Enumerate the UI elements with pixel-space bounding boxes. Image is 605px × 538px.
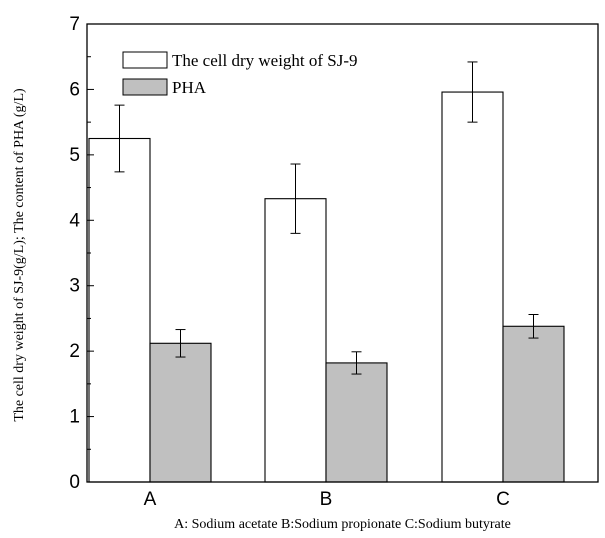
legend-label-pha: PHA — [172, 78, 207, 97]
y-axis-label: The cell dry weight of SJ-9(g/L); The co… — [12, 88, 27, 422]
legend-label-cell-dry-weight: The cell dry weight of SJ-9 — [172, 51, 358, 70]
legend-swatch-pha — [122, 78, 168, 96]
x-tick-label-B: B — [320, 489, 333, 510]
legend-swatch-cell-dry-weight — [122, 51, 168, 69]
bar-cell-dry-weight-C — [441, 91, 504, 483]
y-tick-label: 7 — [69, 14, 80, 35]
bar-cell-dry-weight-B — [264, 198, 327, 483]
y-tick-label: 1 — [69, 407, 80, 428]
bar-cell-dry-weight-A — [88, 137, 151, 483]
error-bar-cell-dry-weight-B — [290, 163, 301, 234]
y-tick-label: 6 — [69, 79, 80, 100]
error-bar-pha-A — [175, 329, 186, 358]
y-tick-label: 3 — [69, 276, 80, 297]
x-tick-label-A: A — [144, 489, 157, 510]
plot-frame — [86, 23, 599, 483]
error-bar-pha-B — [351, 351, 362, 375]
x-tick-label-C: C — [496, 489, 510, 510]
y-tick-label: 0 — [69, 472, 80, 493]
legend: The cell dry weight of SJ-9 PHA — [122, 51, 358, 97]
x-axis-label: A: Sodium acetate B:Sodium propionate C:… — [174, 517, 511, 532]
error-bar-pha-C — [528, 314, 539, 339]
plot-layer — [88, 61, 565, 483]
error-bar-cell-dry-weight-A — [114, 104, 125, 173]
x-axis-ticks: A B C — [144, 475, 510, 510]
y-tick-label: 5 — [69, 145, 80, 166]
y-axis-ticks: 0 1 2 3 4 5 6 7 — [69, 14, 94, 493]
bar-pha-C — [502, 325, 565, 483]
bar-pha-B — [325, 362, 388, 483]
error-bar-cell-dry-weight-C — [467, 61, 478, 123]
y-tick-label: 2 — [69, 341, 80, 362]
bar-pha-A — [149, 342, 212, 483]
y-tick-label: 4 — [69, 210, 80, 231]
